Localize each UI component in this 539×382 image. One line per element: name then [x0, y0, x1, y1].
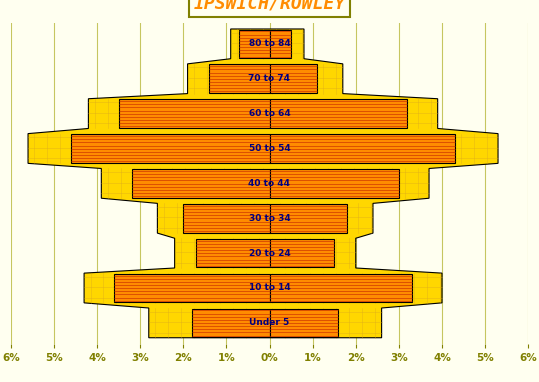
Text: 40 to 44: 40 to 44: [248, 179, 291, 188]
Text: Under 5: Under 5: [250, 318, 289, 327]
Text: 60 to 64: 60 to 64: [248, 109, 291, 118]
Text: 30 to 34: 30 to 34: [248, 214, 291, 223]
Bar: [196, 239, 270, 267]
Bar: [239, 29, 270, 58]
Bar: [114, 274, 270, 302]
Text: 80 to 84: 80 to 84: [248, 39, 291, 49]
Bar: [270, 309, 338, 337]
Bar: [209, 65, 270, 93]
Polygon shape: [28, 29, 498, 338]
Bar: [270, 134, 455, 163]
Bar: [270, 65, 317, 93]
Bar: [183, 204, 270, 233]
Text: 70 to 74: 70 to 74: [248, 74, 291, 83]
Bar: [270, 274, 412, 302]
Text: 10 to 14: 10 to 14: [248, 283, 291, 293]
Bar: [270, 169, 399, 197]
Bar: [132, 169, 270, 197]
Bar: [71, 134, 270, 163]
Text: 20 to 24: 20 to 24: [248, 249, 291, 257]
Bar: [270, 204, 347, 233]
Bar: [270, 29, 291, 58]
Bar: [192, 309, 270, 337]
Text: IPSWICH/ROWLEY: IPSWICH/ROWLEY: [194, 0, 345, 13]
Bar: [119, 99, 270, 128]
Bar: [270, 239, 334, 267]
Bar: [270, 99, 407, 128]
Text: 50 to 54: 50 to 54: [248, 144, 291, 153]
